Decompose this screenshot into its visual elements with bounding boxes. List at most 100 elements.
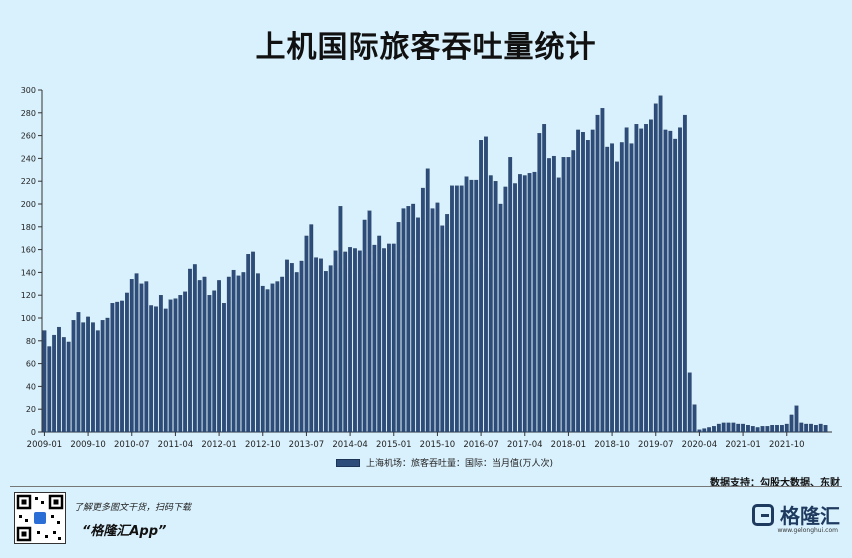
bar [746,425,750,433]
y-tick-label: 120 [21,291,36,300]
bar [649,119,653,433]
bar [367,210,372,433]
bar [673,138,678,433]
bar [304,235,309,433]
bar [813,425,818,433]
bar [712,426,716,433]
bar [566,157,571,433]
bar [299,260,304,433]
bar [682,114,687,433]
bar [241,272,246,433]
bar [450,185,454,433]
y-tick-label: 280 [21,109,36,118]
y-tick-label: 160 [21,246,36,255]
bar [644,124,648,433]
x-tick-label: 2012-10 [245,440,281,450]
bar [707,427,712,433]
bar [687,372,692,433]
x-tick-label: 2018-01 [551,440,587,450]
x-tick-label: 2014-04 [332,440,368,450]
bar [498,203,503,433]
promo-app-name: “格隆汇App” [82,524,167,539]
bar [445,214,450,433]
bar [794,405,799,433]
bar [750,426,755,433]
bar [197,280,202,433]
bar [251,251,255,433]
legend-label: 上海机场：旅客吞吐量：国际：当月值(万人次) [366,459,554,469]
bar [144,281,149,433]
bar [615,161,619,433]
bar [527,173,532,433]
bar [474,179,479,433]
bar [178,295,183,433]
bar [425,168,430,433]
bar [357,250,362,433]
bar [275,281,280,433]
bar [406,206,411,433]
bar [663,129,668,433]
bar [668,130,673,433]
bar [236,275,241,433]
x-axis: 2009-01 2009-10 2010-07 2011-04 2012-01 2012-… [27,431,832,450]
bar [353,248,357,433]
bar [600,108,605,433]
bar [420,187,425,433]
bar [265,289,270,433]
bar [91,322,95,433]
bar [411,203,416,433]
bar [173,298,178,433]
bar [784,423,789,433]
x-tick-label: 2009-01 [27,440,63,450]
bar [57,326,61,433]
bar [328,265,333,433]
bar [158,295,163,433]
y-tick-label: 220 [21,177,36,186]
bar [484,136,488,433]
bar [610,143,614,433]
y-tick-label: 100 [21,314,36,323]
bar [323,271,328,433]
bar [736,423,741,433]
x-tick-label: 2015-10 [420,440,456,450]
bar [139,283,144,433]
x-tick-label: 2017-04 [507,440,543,450]
bar [581,132,585,433]
y-tick-label: 60 [26,360,36,369]
bar [809,423,813,433]
bar [503,186,508,433]
bar [134,273,139,433]
bar [285,259,289,433]
bar [391,243,396,433]
bar [590,129,595,433]
bar [479,140,483,433]
bar [658,95,663,433]
bar [42,330,47,433]
bar [52,334,57,433]
bar [435,202,440,433]
bar [76,312,81,433]
bar [294,272,299,433]
bar [168,299,173,433]
bar [149,305,154,433]
bar [260,285,265,433]
bar [818,423,823,433]
bar [66,341,71,433]
bar [692,404,697,433]
bar [595,114,600,433]
bar [702,428,707,433]
data-source: 数据支持：勾股大数据、东财 [710,478,840,489]
x-tick-label: 2011-04 [158,440,194,450]
bar [799,422,804,433]
y-tick-label: 260 [21,132,36,141]
bar [231,269,236,433]
bar [105,317,110,433]
bar [789,414,794,433]
bar [430,208,435,433]
legend: 上海机场：旅客吞吐量：国际：当月值(万人次) [336,456,553,469]
bar [47,346,52,433]
bar [513,183,517,433]
footer-divider [10,486,842,487]
bar [338,206,343,433]
bar [551,155,556,433]
